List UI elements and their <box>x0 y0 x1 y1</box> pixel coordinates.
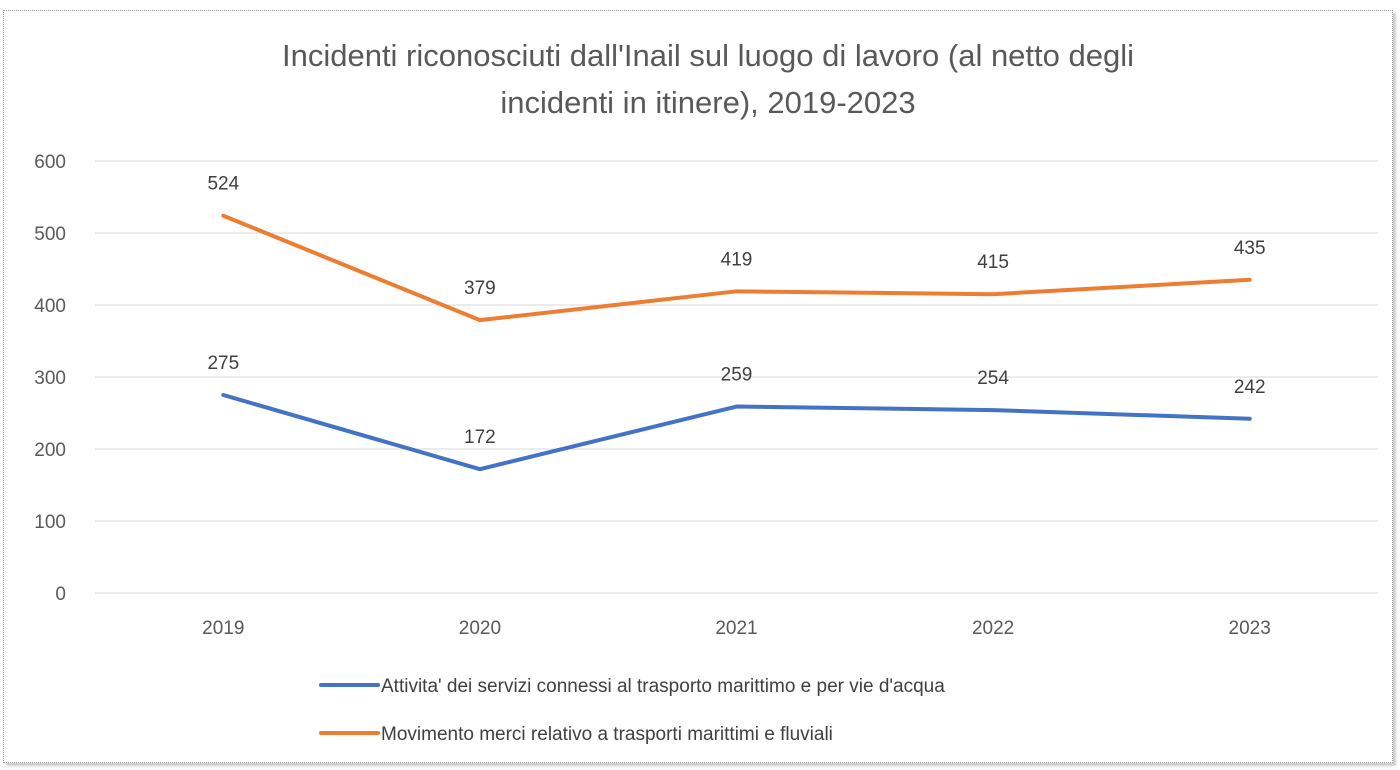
chart-title-line-2: incidenti in itinere), 2019-2023 <box>500 85 915 120</box>
data-label: 435 <box>1234 238 1266 259</box>
x-tick-label: 2019 <box>202 618 244 639</box>
x-tick-label: 2022 <box>972 618 1014 639</box>
y-tick-label: 300 <box>34 368 66 389</box>
data-label: 379 <box>464 278 496 299</box>
y-tick-label: 400 <box>34 296 66 317</box>
legend-label: Attivita' dei servizi connessi al traspo… <box>381 676 945 697</box>
x-tick-label: 2021 <box>715 618 757 639</box>
series-line-1 <box>221 393 1252 472</box>
y-tick-label: 600 <box>34 152 66 173</box>
data-label: 275 <box>207 353 239 374</box>
x-tick-label: 2020 <box>459 618 501 639</box>
data-label: 242 <box>1234 377 1266 398</box>
data-label: 259 <box>721 365 753 386</box>
x-tick-label: 2023 <box>1229 618 1271 639</box>
y-tick-label: 200 <box>34 440 66 461</box>
legend-label: Movimento merci relativo a trasporti mar… <box>381 724 833 745</box>
y-tick-label: 500 <box>34 224 66 245</box>
data-label: 254 <box>977 368 1009 389</box>
series-line-2 <box>221 213 1252 323</box>
data-label: 172 <box>464 427 496 448</box>
chart-frame <box>3 10 1393 763</box>
chart-title-line-1: Incidenti riconosciuti dall'Inail sul lu… <box>282 38 1134 73</box>
y-tick-label: 0 <box>55 584 66 605</box>
data-label: 415 <box>977 252 1009 273</box>
data-label: 419 <box>721 249 753 270</box>
data-label: 524 <box>207 174 239 195</box>
y-tick-label: 100 <box>34 512 66 533</box>
